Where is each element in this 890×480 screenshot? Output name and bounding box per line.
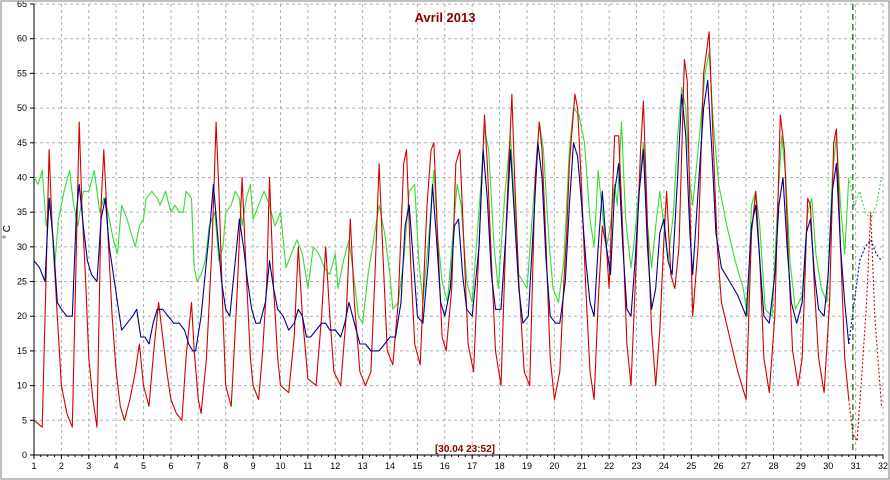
y-tick-label: 10 [17, 381, 27, 391]
x-tick-label: 1 [31, 461, 36, 471]
x-tick-label: 7 [196, 461, 201, 471]
y-tick-label: 0 [22, 450, 27, 460]
x-tick-label: 30 [823, 461, 833, 471]
x-tick-label: 27 [741, 461, 751, 471]
y-tick-label: 30 [17, 242, 27, 252]
y-axis-label: ° C [2, 225, 13, 239]
y-tick-label: 25 [17, 277, 27, 287]
x-tick-label: 29 [796, 461, 806, 471]
x-tick-label: 19 [522, 461, 532, 471]
x-tick-label: 2 [59, 461, 64, 471]
y-tick-label: 20 [17, 311, 27, 321]
y-tick-label: 50 [17, 103, 27, 113]
x-tick-label: 9 [251, 461, 256, 471]
x-tick-label: 3 [86, 461, 91, 471]
x-tick-label: 32 [878, 461, 888, 471]
x-tick-label: 20 [549, 461, 559, 471]
x-tick-label: 25 [686, 461, 696, 471]
x-tick-label: 8 [223, 461, 228, 471]
x-tick-label: 26 [714, 461, 724, 471]
forecast-line-3 [848, 212, 883, 443]
x-tick-label: 12 [330, 461, 340, 471]
forecast-lines [848, 4, 883, 455]
y-tick-label: 5 [22, 415, 27, 425]
x-tick-label: 15 [412, 461, 422, 471]
x-tick-label: 24 [659, 461, 669, 471]
y-tick-label: 55 [17, 68, 27, 78]
y-tick-label: 45 [17, 138, 27, 148]
x-tick-label: 13 [358, 461, 368, 471]
chart-title: Avril 2013 [415, 10, 476, 25]
y-tick-label: 40 [17, 172, 27, 182]
x-tick-label: 28 [768, 461, 778, 471]
x-tick-label: 14 [385, 461, 395, 471]
y-tick-label: 35 [17, 207, 27, 217]
x-tick-label: 10 [275, 461, 285, 471]
x-tick-label: 11 [303, 461, 312, 471]
x-tick-label: 17 [467, 461, 477, 471]
x-tick-label: 4 [114, 461, 119, 471]
x-tick-label: 6 [168, 461, 173, 471]
y-tick-label: 65 [17, 0, 27, 9]
series-lines [33, 31, 850, 428]
forecast-line-1 [848, 177, 883, 221]
x-tick-label: 18 [495, 461, 505, 471]
x-tick-label: 16 [440, 461, 450, 471]
x-tick-label: 5 [141, 461, 146, 471]
series-line-3 [33, 79, 850, 352]
timestamp-label: [30.04 23:52] [435, 444, 495, 455]
x-tick-label: 22 [604, 461, 614, 471]
y-tick-label: 60 [17, 34, 27, 44]
x-tick-label: 23 [632, 461, 642, 471]
series-line-2 [33, 31, 850, 428]
y-tick-label: 15 [17, 346, 27, 356]
x-tick-label: 31 [851, 461, 861, 471]
x-tick-label: 21 [577, 461, 587, 471]
forecast-line-2 [848, 238, 883, 345]
